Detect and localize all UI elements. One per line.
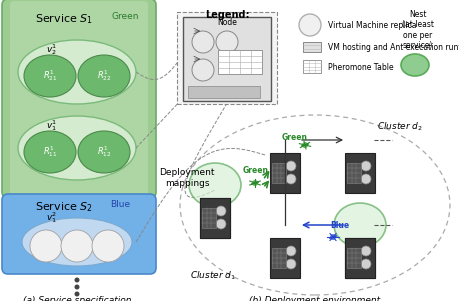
Circle shape bbox=[74, 284, 79, 290]
Ellipse shape bbox=[22, 218, 132, 266]
Circle shape bbox=[360, 259, 370, 269]
Circle shape bbox=[191, 59, 213, 81]
Text: Cluster $d_2$: Cluster $d_2$ bbox=[376, 120, 422, 132]
Ellipse shape bbox=[18, 116, 136, 180]
Bar bbox=[218, 50, 262, 74]
FancyBboxPatch shape bbox=[2, 194, 156, 274]
FancyBboxPatch shape bbox=[200, 198, 230, 238]
Ellipse shape bbox=[333, 203, 385, 247]
FancyBboxPatch shape bbox=[2, 0, 156, 198]
Circle shape bbox=[360, 246, 370, 256]
Circle shape bbox=[216, 206, 225, 216]
Text: $v_1^2$: $v_1^2$ bbox=[46, 210, 57, 225]
Circle shape bbox=[252, 180, 257, 186]
Text: Pheromone Table: Pheromone Table bbox=[327, 63, 393, 72]
Text: $R_{22}^1$: $R_{22}^1$ bbox=[96, 69, 111, 83]
Text: Cluster $d_1$: Cluster $d_1$ bbox=[190, 270, 235, 283]
Ellipse shape bbox=[78, 55, 130, 97]
Text: $R_{11}^1$: $R_{11}^1$ bbox=[43, 144, 57, 160]
Circle shape bbox=[92, 230, 124, 262]
FancyBboxPatch shape bbox=[344, 238, 374, 278]
Bar bbox=[302, 60, 320, 73]
Circle shape bbox=[216, 219, 225, 229]
Text: Nest
(at least
one per
service): Nest (at least one per service) bbox=[401, 10, 433, 50]
Text: Service $S_2$: Service $S_2$ bbox=[35, 200, 93, 214]
Text: Green: Green bbox=[242, 166, 269, 175]
Circle shape bbox=[360, 161, 370, 171]
Ellipse shape bbox=[189, 163, 241, 207]
Ellipse shape bbox=[24, 131, 76, 173]
Bar bbox=[188, 86, 259, 98]
FancyBboxPatch shape bbox=[10, 1, 148, 196]
Circle shape bbox=[360, 174, 370, 184]
FancyBboxPatch shape bbox=[344, 153, 374, 193]
FancyBboxPatch shape bbox=[200, 198, 230, 238]
Bar bbox=[271, 163, 285, 183]
FancyBboxPatch shape bbox=[269, 238, 299, 278]
Bar bbox=[346, 248, 360, 268]
FancyBboxPatch shape bbox=[177, 12, 276, 104]
Circle shape bbox=[74, 278, 79, 283]
Text: Blue: Blue bbox=[330, 222, 349, 231]
Circle shape bbox=[216, 219, 225, 229]
Text: Blue: Blue bbox=[110, 200, 130, 209]
Circle shape bbox=[285, 174, 295, 184]
Text: (a) Service specification: (a) Service specification bbox=[22, 296, 131, 301]
Circle shape bbox=[216, 31, 237, 53]
Circle shape bbox=[285, 246, 295, 256]
Text: (b) Deployment environment: (b) Deployment environment bbox=[249, 296, 380, 301]
Ellipse shape bbox=[78, 131, 130, 173]
Bar bbox=[346, 163, 360, 183]
Text: Green: Green bbox=[281, 132, 308, 141]
Text: VM hosting and Ant execution runtime: VM hosting and Ant execution runtime bbox=[327, 42, 459, 51]
Text: $R_{12}^1$: $R_{12}^1$ bbox=[96, 144, 111, 160]
Text: Green: Green bbox=[112, 12, 139, 21]
Ellipse shape bbox=[18, 40, 136, 104]
Text: Node: Node bbox=[217, 18, 236, 27]
Circle shape bbox=[360, 246, 370, 256]
Text: Service $S_1$: Service $S_1$ bbox=[35, 12, 93, 26]
Circle shape bbox=[285, 161, 295, 171]
Circle shape bbox=[302, 142, 308, 148]
Text: Virtual Machine replica: Virtual Machine replica bbox=[327, 20, 415, 29]
Text: Legend:: Legend: bbox=[204, 10, 249, 20]
FancyBboxPatch shape bbox=[344, 238, 374, 278]
Bar bbox=[202, 208, 216, 228]
Circle shape bbox=[191, 31, 213, 53]
FancyBboxPatch shape bbox=[269, 153, 299, 193]
Circle shape bbox=[74, 291, 79, 296]
Ellipse shape bbox=[24, 55, 76, 97]
Circle shape bbox=[329, 234, 335, 240]
Text: $v_2^1$: $v_2^1$ bbox=[46, 42, 57, 57]
Circle shape bbox=[30, 230, 62, 262]
Circle shape bbox=[61, 230, 93, 262]
Circle shape bbox=[285, 259, 295, 269]
Bar bbox=[302, 42, 320, 52]
Bar bbox=[202, 208, 216, 228]
Ellipse shape bbox=[400, 54, 428, 76]
Circle shape bbox=[298, 14, 320, 36]
FancyBboxPatch shape bbox=[183, 17, 270, 101]
Text: Deployment
mappings: Deployment mappings bbox=[159, 168, 214, 188]
Text: $R_{21}^1$: $R_{21}^1$ bbox=[43, 69, 57, 83]
Circle shape bbox=[360, 259, 370, 269]
Bar bbox=[271, 248, 285, 268]
Bar bbox=[346, 248, 360, 268]
Text: $v_1^1$: $v_1^1$ bbox=[46, 119, 57, 133]
Circle shape bbox=[216, 206, 225, 216]
